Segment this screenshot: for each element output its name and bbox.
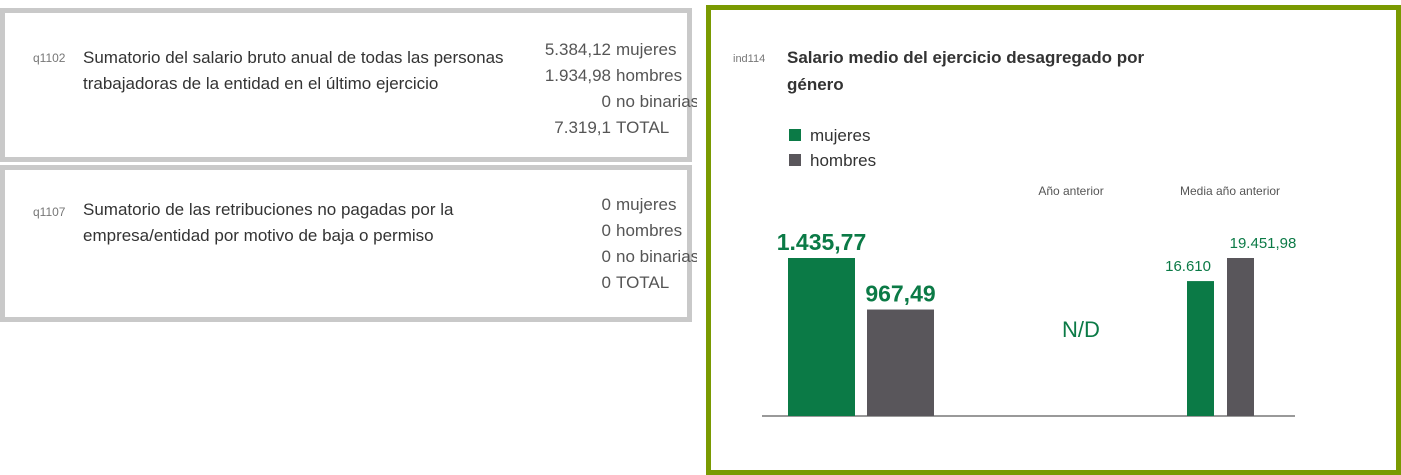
chart-title: Salario medio del ejercicio desagregado … [787, 48, 1145, 94]
value: 5.384,12 [544, 40, 611, 59]
value-label: TOTAL [616, 118, 670, 137]
value-label: hombres [616, 221, 683, 240]
value: 0 [601, 221, 611, 240]
bar [1187, 281, 1214, 416]
code: q1107 [33, 205, 66, 219]
legend-swatch [789, 154, 801, 166]
legend-label: hombres [810, 151, 876, 170]
group-label: Media año anterior [1180, 184, 1280, 198]
bar-label: 16.610 [1165, 258, 1211, 275]
card: q1107 Sumatorio de las retribuciones no p… [0, 165, 697, 322]
question: Sumatorio de las retribuciones no pagada… [83, 200, 454, 245]
value-label: no binarias [616, 92, 697, 111]
value-label: TOTAL [616, 273, 670, 292]
value-label: hombres [616, 66, 683, 85]
no-data: N/D [1062, 317, 1100, 342]
value-row: 0 TOTAL [515, 270, 697, 296]
group-label: Año anterior [1038, 184, 1103, 198]
value: 0 [601, 195, 611, 214]
value-row: 5.384,12 mujeres [515, 37, 697, 63]
title-box: Salario medio del ejercicio desagregado … [787, 48, 1145, 94]
value: 1.934,98 [544, 66, 611, 85]
value: 0 [601, 92, 611, 111]
legend-label: mujeres [810, 126, 870, 145]
value-row: 7.319,1 TOTAL [515, 115, 697, 141]
bar-label: 1.435,77 [777, 229, 867, 255]
bar [788, 258, 855, 416]
bar-label: 967,49 [865, 281, 935, 307]
value-label: mujeres [616, 195, 677, 214]
bar [867, 309, 934, 416]
bar [1227, 258, 1254, 416]
chart-code: ind114 [733, 53, 765, 65]
value-label: no binarias [616, 247, 697, 266]
value-row: 1.934,98 hombres [515, 63, 697, 89]
card: q1102 Sumatorio del salario bruto anual d… [0, 8, 697, 162]
values: 0 mujeres 0 hombres 0 no binarias 0 TOTAL [515, 192, 697, 296]
value: 0 [601, 273, 611, 292]
value-row: 0 hombres [515, 218, 697, 244]
value-row: 0 mujeres [515, 192, 697, 218]
value: 7.319,1 [554, 118, 611, 137]
code: q1102 [33, 51, 66, 65]
values: 5.384,12 mujeres 1.934,98 hombres 0 no binari… [515, 37, 697, 141]
value-row: 0 no binarias [515, 244, 697, 270]
question: Sumatorio del salario bruto anual de tod… [83, 48, 504, 93]
value-row: 0 no binarias [515, 89, 697, 115]
value: 0 [601, 247, 611, 266]
bar-label: 19.451,98 [1230, 235, 1297, 252]
legend-swatch [789, 129, 801, 141]
value-label: mujeres [616, 40, 677, 59]
